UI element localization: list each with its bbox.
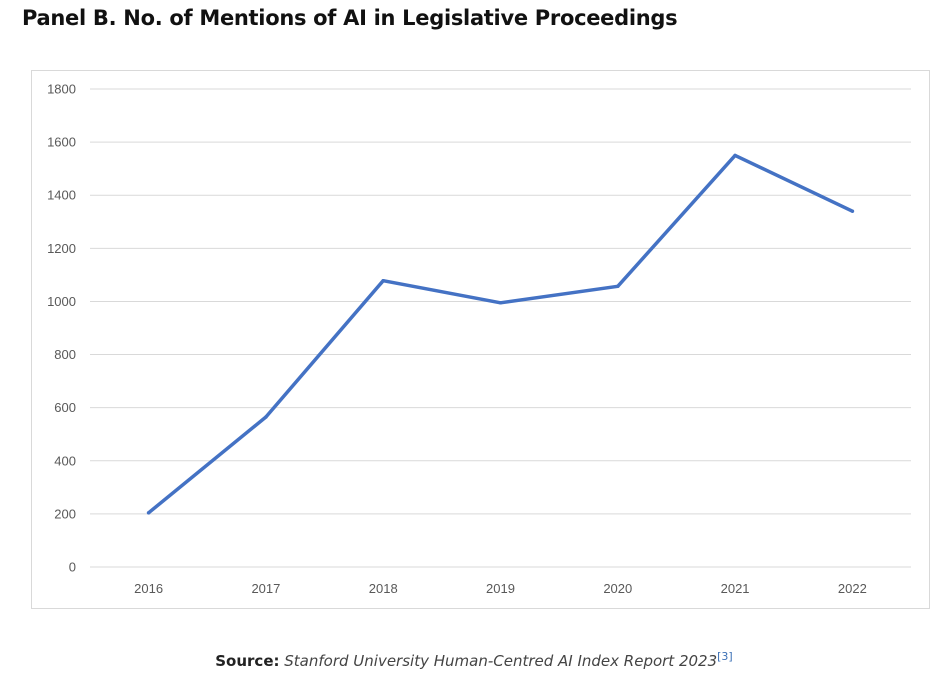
x-axis-tick-labels: 2016 2017 2018 2019 2020 2021 2022	[134, 581, 867, 596]
page-title: Panel B. No. of Mentions of AI in Legisl…	[22, 6, 678, 30]
y-tick-label: 200	[54, 506, 76, 521]
y-tick-label: 1000	[47, 294, 76, 309]
source-label: Source:	[215, 652, 280, 670]
x-tick-label: 2021	[721, 581, 750, 596]
data-point	[616, 284, 620, 289]
x-tick-label: 2022	[838, 581, 867, 596]
x-tick-label: 2020	[603, 581, 632, 596]
y-tick-label: 1600	[47, 135, 76, 150]
x-tick-label: 2019	[486, 581, 515, 596]
gridlines	[90, 88, 911, 568]
data-point	[264, 415, 268, 419]
x-tick-label: 2018	[369, 581, 398, 596]
chart-area: 0 200 400 600 800 1000 1200 1400 1600 1800 2016 20…	[31, 70, 930, 609]
data-point	[733, 153, 737, 158]
x-tick-label: 2017	[251, 581, 280, 596]
y-tick-label: 600	[54, 400, 76, 415]
data-point	[850, 209, 855, 213]
y-tick-label: 0	[69, 560, 76, 575]
data-point	[146, 511, 151, 515]
y-tick-label: 400	[54, 453, 76, 468]
y-axis-tick-labels: 0 200 400 600 800 1000 1200 1400 1600 1800	[47, 82, 76, 575]
y-tick-label: 800	[54, 347, 76, 362]
series-line	[146, 153, 855, 515]
y-tick-label: 1400	[47, 188, 76, 203]
series-group	[146, 153, 855, 515]
data-point	[498, 301, 503, 305]
source-caption: Source: Stanford University Human-Centre…	[0, 650, 948, 670]
source-text: Stanford University Human-Centred AI Ind…	[284, 652, 718, 670]
data-point	[381, 279, 385, 283]
x-tick-label: 2016	[134, 581, 163, 596]
y-tick-label: 1200	[47, 241, 76, 256]
y-tick-label: 1800	[47, 82, 76, 97]
source-reference-link[interactable]: [3]	[717, 650, 733, 663]
